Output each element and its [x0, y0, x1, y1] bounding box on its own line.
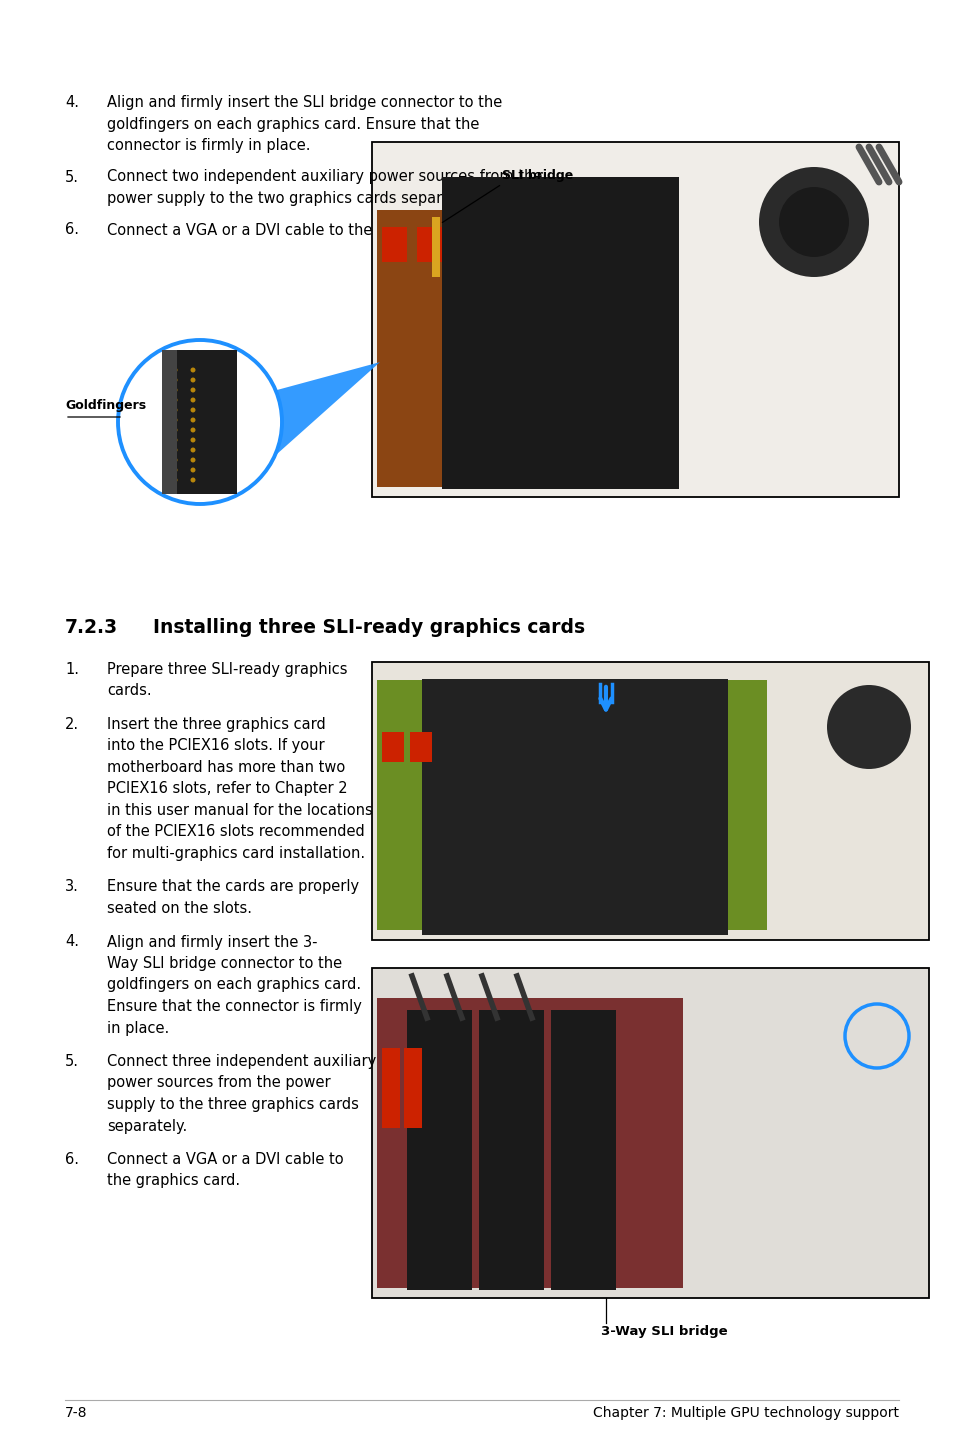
Bar: [407, 1009, 472, 1290]
Bar: [372, 968, 928, 1299]
Bar: [551, 1009, 616, 1290]
Circle shape: [118, 339, 282, 503]
Text: Prepare three SLI-ready graphics: Prepare three SLI-ready graphics: [107, 661, 347, 677]
Circle shape: [172, 477, 177, 483]
Circle shape: [826, 684, 910, 769]
Text: Goldfingers: Goldfingers: [65, 398, 146, 413]
Text: power sources from the power: power sources from the power: [107, 1076, 331, 1090]
Text: Align and firmly insert the SLI bridge connector to the: Align and firmly insert the SLI bridge c…: [107, 95, 501, 109]
Text: for multi-graphics card installation.: for multi-graphics card installation.: [107, 846, 365, 861]
Text: of the PCIEX16 slots recommended: of the PCIEX16 slots recommended: [107, 824, 364, 840]
Bar: [372, 142, 898, 498]
Text: 4.: 4.: [65, 95, 79, 109]
Bar: [478, 1009, 543, 1290]
Circle shape: [191, 387, 195, 393]
Text: Ensure that the connector is firmly: Ensure that the connector is firmly: [107, 999, 361, 1014]
Text: Installing three SLI-ready graphics cards: Installing three SLI-ready graphics card…: [152, 618, 584, 637]
Text: Connect two independent auxiliary power sources from the: Connect two independent auxiliary power …: [107, 170, 542, 184]
Text: separately.: separately.: [107, 1119, 187, 1133]
Bar: [372, 661, 928, 940]
Text: 7.2.3: 7.2.3: [65, 618, 118, 637]
Circle shape: [191, 427, 195, 433]
Circle shape: [191, 378, 195, 383]
Text: Way SLI bridge connector to the: Way SLI bridge connector to the: [107, 956, 342, 971]
Circle shape: [191, 477, 195, 483]
Text: Connect a VGA or a DVI cable to: Connect a VGA or a DVI cable to: [107, 1152, 343, 1168]
Bar: [376, 680, 766, 930]
Text: the graphics card.: the graphics card.: [107, 1173, 240, 1188]
Circle shape: [172, 378, 177, 383]
Bar: [376, 210, 666, 487]
Bar: [403, 1048, 421, 1127]
Circle shape: [172, 427, 177, 433]
Text: in this user manual for the locations: in this user manual for the locations: [107, 802, 373, 818]
Text: 3-Way SLI bridge: 3-Way SLI bridge: [600, 1324, 727, 1337]
Text: SLI bridge: SLI bridge: [501, 170, 573, 183]
Text: 4.: 4.: [65, 935, 79, 949]
Bar: [441, 177, 679, 489]
Bar: [162, 349, 236, 495]
Text: cards.: cards.: [107, 683, 152, 699]
Bar: [410, 732, 432, 762]
Circle shape: [172, 417, 177, 423]
Text: 7-8: 7-8: [65, 1406, 88, 1419]
Text: seated on the slots.: seated on the slots.: [107, 902, 252, 916]
Text: power supply to the two graphics cards separately.: power supply to the two graphics cards s…: [107, 191, 481, 206]
Text: Insert the three graphics card: Insert the three graphics card: [107, 718, 325, 732]
Text: 2.: 2.: [65, 718, 79, 732]
Bar: [416, 227, 441, 262]
Circle shape: [191, 397, 195, 403]
Bar: [381, 1048, 399, 1127]
Circle shape: [779, 187, 848, 257]
Bar: [381, 732, 403, 762]
Circle shape: [759, 167, 868, 278]
Bar: [421, 679, 727, 935]
Text: Chapter 7: Multiple GPU technology support: Chapter 7: Multiple GPU technology suppo…: [593, 1406, 898, 1419]
Text: supply to the three graphics cards: supply to the three graphics cards: [107, 1097, 358, 1112]
Circle shape: [172, 457, 177, 463]
Circle shape: [172, 407, 177, 413]
Circle shape: [191, 417, 195, 423]
Text: goldfingers on each graphics card.: goldfingers on each graphics card.: [107, 978, 361, 992]
Text: 6.: 6.: [65, 1152, 79, 1168]
Text: Connect a VGA or a DVI cable to the graphics card.: Connect a VGA or a DVI cable to the grap…: [107, 223, 481, 237]
Text: Ensure that the cards are properly: Ensure that the cards are properly: [107, 880, 358, 894]
Text: PCIEX16 slots, refer to Chapter 2: PCIEX16 slots, refer to Chapter 2: [107, 781, 347, 797]
Text: motherboard has more than two: motherboard has more than two: [107, 761, 345, 775]
Text: Connect three independent auxiliary: Connect three independent auxiliary: [107, 1054, 375, 1068]
Bar: [376, 998, 682, 1288]
Circle shape: [191, 447, 195, 453]
Text: 5.: 5.: [65, 1054, 79, 1068]
Circle shape: [172, 447, 177, 453]
Circle shape: [172, 437, 177, 443]
Bar: [162, 349, 177, 495]
Circle shape: [191, 407, 195, 413]
Circle shape: [191, 467, 195, 473]
Circle shape: [172, 387, 177, 393]
Text: goldfingers on each graphics card. Ensure that the: goldfingers on each graphics card. Ensur…: [107, 116, 478, 131]
Circle shape: [191, 457, 195, 463]
Text: in place.: in place.: [107, 1021, 169, 1035]
Circle shape: [172, 397, 177, 403]
Polygon shape: [276, 362, 379, 454]
Text: 5.: 5.: [65, 170, 79, 184]
Text: 1.: 1.: [65, 661, 79, 677]
Circle shape: [172, 368, 177, 372]
Text: connector is firmly in place.: connector is firmly in place.: [107, 138, 310, 152]
Bar: [381, 227, 407, 262]
Text: into the PCIEX16 slots. If your: into the PCIEX16 slots. If your: [107, 739, 324, 754]
Text: Align and firmly insert the 3-: Align and firmly insert the 3-: [107, 935, 317, 949]
Bar: [432, 217, 439, 278]
Circle shape: [191, 437, 195, 443]
Circle shape: [191, 368, 195, 372]
Text: 6.: 6.: [65, 223, 79, 237]
Circle shape: [172, 467, 177, 473]
Text: 3.: 3.: [65, 880, 79, 894]
